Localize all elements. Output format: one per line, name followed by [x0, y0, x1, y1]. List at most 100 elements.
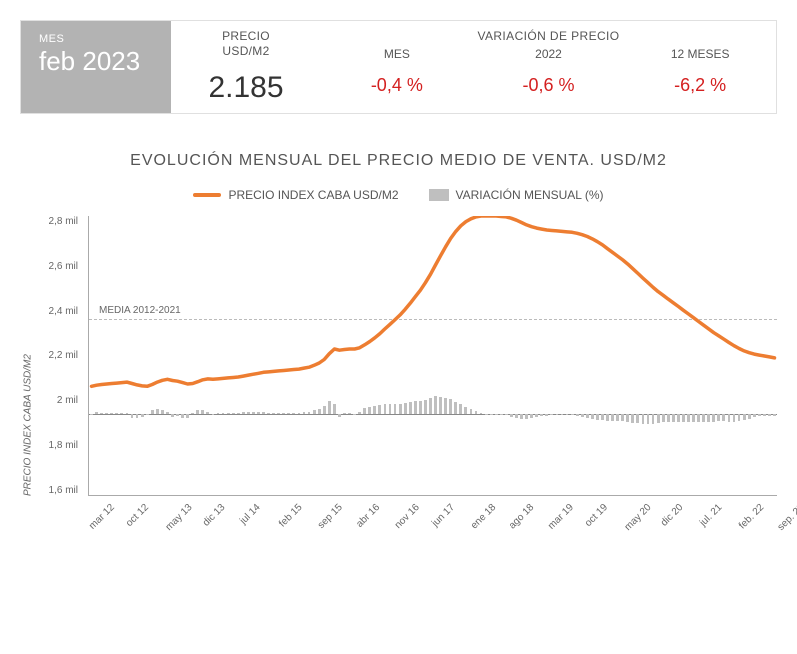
variation-bar: [323, 406, 326, 414]
variation-bar: [186, 414, 189, 417]
price-cell: PRECIO USD/M2 2.185: [171, 21, 321, 113]
variation-bar: [728, 414, 731, 421]
variation-group: VARIACIÓN DE PRECIO MES-0,4 %2022-0,6 %1…: [321, 21, 776, 113]
variation-bar: [682, 414, 685, 422]
variation-bar: [267, 413, 270, 414]
variation-bar: [591, 414, 594, 418]
variation-bar: [399, 404, 402, 414]
variation-bar: [171, 414, 174, 417]
variation-bar: [611, 414, 614, 421]
variation-bar: [480, 413, 483, 415]
variation-bar: [657, 414, 660, 422]
variation-bar: [606, 414, 609, 421]
y-tick: 2,6 mil: [42, 261, 78, 272]
variation-bar: [333, 404, 336, 415]
variation-bar: [151, 410, 154, 414]
variation-bar: [743, 414, 746, 419]
variation-bar: [631, 414, 634, 423]
variation-bar: [495, 414, 498, 415]
variation-bar: [621, 414, 624, 421]
variation-bar: [303, 412, 306, 414]
variation-bar: [758, 414, 761, 416]
variation-bar: [601, 414, 604, 420]
variation-bar: [470, 409, 473, 414]
variation-bar: [763, 414, 766, 416]
variation-bar: [95, 412, 98, 414]
variation-bar: [318, 409, 321, 414]
variation-bar: [434, 396, 437, 414]
variation-bar: [262, 412, 265, 414]
variation-bar: [545, 414, 548, 416]
variation-bar: [485, 414, 488, 415]
variation-bar: [298, 413, 301, 414]
variation-bar: [677, 414, 680, 422]
bar-swatch-icon: [429, 189, 449, 201]
variation-bar: [535, 414, 538, 417]
variation-bar: [449, 399, 452, 415]
variation-bar: [156, 409, 159, 415]
summary-header: MES feb 2023 PRECIO USD/M2 2.185 VARIACI…: [20, 20, 777, 114]
variation-bar: [722, 414, 725, 421]
x-tick: nov 16: [393, 502, 422, 531]
variation-sub-label: 2022: [473, 47, 625, 61]
month-cell: MES feb 2023: [21, 21, 171, 113]
variation-bar: [141, 414, 144, 416]
variation-sub-label: 12 MESES: [624, 47, 776, 61]
variation-bar: [424, 400, 427, 415]
variation-bar: [378, 405, 381, 414]
variation-bar: [454, 402, 457, 415]
variation-bar: [626, 414, 629, 422]
variation-bar: [576, 414, 579, 416]
variation-bar: [642, 414, 645, 423]
variation-bar: [373, 406, 376, 414]
variation-bar: [525, 414, 528, 418]
variation-bar: [353, 414, 356, 415]
variation-bar: [702, 414, 705, 422]
variation-bar: [738, 414, 741, 420]
y-tick: 2 mil: [42, 395, 78, 406]
variation-bar: [500, 414, 503, 415]
variation-bar: [464, 407, 467, 415]
variation-bar: [566, 414, 569, 415]
variation-bar: [131, 414, 134, 417]
variation-bar: [429, 398, 432, 414]
variation-bar: [212, 414, 215, 415]
variation-bar: [616, 414, 619, 421]
month-label: MES: [39, 33, 153, 45]
variation-bar: [201, 410, 204, 414]
variation-col: MES-0,4 %: [321, 47, 473, 96]
price-column-head: PRECIO USD/M2: [181, 29, 311, 61]
variation-bar: [773, 414, 776, 416]
variation-bar: [348, 413, 351, 414]
variation-bar: [733, 414, 736, 421]
variation-bar: [520, 414, 523, 418]
variation-bar: [459, 404, 462, 414]
variation-bar: [282, 413, 285, 414]
y-tick: 1,8 mil: [42, 440, 78, 451]
variation-bar: [556, 414, 559, 415]
variation-bar: [404, 403, 407, 415]
variation-bar: [712, 414, 715, 422]
variation-bar: [692, 414, 695, 422]
variation-col: 2022-0,6 %: [473, 47, 625, 96]
x-tick: jun 17: [430, 502, 457, 529]
y-tick: 2,8 mil: [42, 216, 78, 227]
variation-bar: [166, 412, 169, 414]
variation-bar: [581, 414, 584, 417]
variation-bar: [662, 414, 665, 422]
variation-bar: [414, 401, 417, 414]
price-head-line1: PRECIO: [181, 29, 311, 44]
variation-bar: [748, 414, 751, 418]
variation-columns: MES-0,4 %2022-0,6 %12 MESES-6,2 %: [321, 47, 776, 96]
y-tick: 2,2 mil: [42, 350, 78, 361]
variation-bar: [237, 413, 240, 414]
variation-bar: [490, 414, 493, 415]
chart-legend: PRECIO INDEX CABA USD/M2 VARIACIÓN MENSU…: [20, 188, 777, 202]
x-tick: sep 15: [316, 502, 345, 531]
x-tick: dic 20: [659, 502, 686, 529]
variation-bar: [191, 413, 194, 414]
variation-bar: [717, 414, 720, 421]
variation-bar: [257, 412, 260, 414]
legend-bars: VARIACIÓN MENSUAL (%): [429, 188, 604, 202]
x-tick: mar 12: [87, 502, 117, 532]
